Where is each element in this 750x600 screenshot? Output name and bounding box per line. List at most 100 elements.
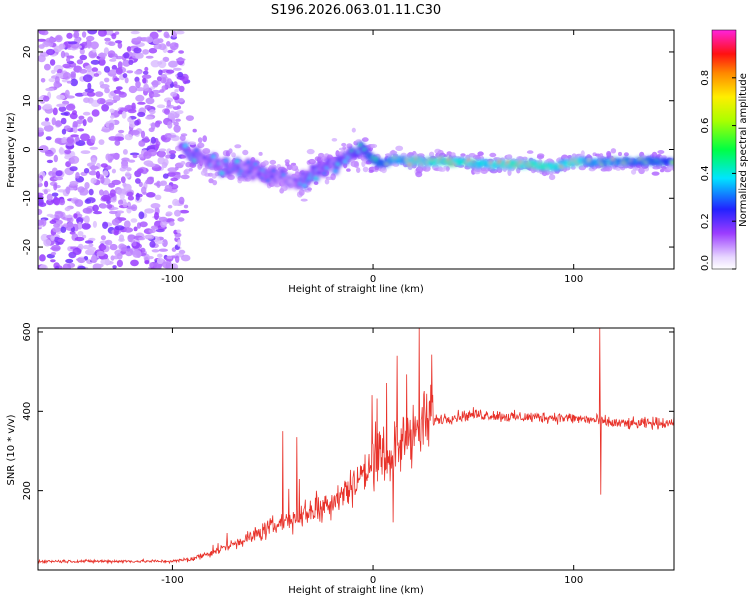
- halo-speck: [522, 156, 528, 161]
- noise-speck: [118, 129, 125, 134]
- noise-speck: [82, 207, 93, 214]
- noise-speck: [50, 251, 57, 256]
- noise-speck: [158, 43, 167, 51]
- halo-speck: [351, 127, 356, 133]
- noise-speck: [108, 210, 118, 215]
- noise-speck: [96, 250, 105, 257]
- noise-speck: [91, 109, 100, 117]
- noise-speck: [150, 122, 156, 130]
- noise-speck: [99, 203, 107, 209]
- noise-speck: [38, 177, 43, 184]
- halo-speck: [212, 180, 218, 186]
- spectrogram-y-label: Frequency (Hz): [6, 112, 17, 188]
- noise-speck: [166, 99, 171, 107]
- noise-speck: [91, 67, 99, 72]
- noise-speck: [167, 134, 177, 138]
- noise-speck: [154, 143, 160, 150]
- noise-speck: [72, 247, 82, 255]
- noise-speck: [175, 58, 186, 62]
- spectrogram-noise: [38, 30, 197, 269]
- halo-speck: [284, 159, 290, 164]
- noise-speck: [161, 85, 167, 91]
- noise-speck: [46, 193, 53, 201]
- noise-speck: [158, 60, 167, 69]
- noise-speck: [90, 164, 97, 172]
- noise-speck: [43, 189, 48, 195]
- noise-speck: [124, 133, 133, 141]
- noise-speck: [142, 191, 147, 195]
- snr-frame: [37, 327, 675, 571]
- noise-speck: [79, 48, 85, 55]
- noise-speck: [137, 101, 146, 105]
- noise-speck: [77, 186, 85, 193]
- noise-speck: [114, 225, 125, 231]
- noise-speck: [174, 89, 179, 93]
- noise-speck: [82, 111, 91, 116]
- noise-speck: [55, 170, 63, 177]
- halo-speck: [228, 148, 233, 154]
- snr-series-line: [38, 328, 674, 565]
- noise-speck: [157, 38, 164, 44]
- noise-speck: [84, 240, 94, 244]
- halo-speck: [346, 168, 351, 172]
- noise-speck: [53, 176, 64, 181]
- colorbar-tick-label: 0.0: [700, 255, 711, 271]
- noise-speck: [109, 108, 115, 114]
- noise-speck: [142, 77, 147, 84]
- noise-speck: [128, 159, 136, 163]
- noise-speck: [79, 54, 88, 61]
- noise-speck: [62, 63, 72, 69]
- ridge-core: [292, 177, 298, 182]
- halo-speck: [179, 135, 186, 141]
- noise-speck: [39, 264, 48, 269]
- noise-speck: [172, 198, 179, 206]
- noise-speck: [82, 74, 93, 83]
- noise-speck: [192, 128, 197, 133]
- noise-speck: [165, 69, 175, 74]
- noise-speck: [173, 124, 181, 133]
- noise-speck: [175, 255, 180, 263]
- snr-panel: -100 0 100 200 400 600 Height of straight lin…: [6, 322, 675, 596]
- noise-speck: [100, 163, 108, 168]
- noise-speck: [101, 104, 109, 112]
- halo-speck: [353, 161, 360, 168]
- noise-speck: [100, 176, 105, 184]
- noise-speck: [148, 229, 156, 234]
- noise-speck: [137, 111, 146, 117]
- colorbar-tick-label: 0.8: [700, 70, 711, 86]
- noise-speck: [166, 255, 173, 260]
- halo-speck: [291, 165, 299, 171]
- x-tick-label: 0: [370, 274, 376, 285]
- noise-speck: [158, 148, 167, 152]
- noise-speck: [183, 204, 189, 209]
- spectrogram-content: [38, 30, 674, 269]
- noise-speck: [76, 119, 84, 124]
- noise-speck: [170, 91, 178, 97]
- noise-speck: [62, 263, 72, 269]
- noise-speck: [75, 136, 80, 142]
- noise-speck: [139, 221, 148, 228]
- noise-speck: [130, 129, 140, 136]
- noise-speck: [64, 149, 72, 155]
- ridge-core: [321, 171, 327, 176]
- y-tick-label: -20: [22, 239, 33, 255]
- ridge-core: [223, 158, 229, 163]
- noise-speck: [135, 192, 140, 201]
- noise-speck: [138, 211, 145, 220]
- noise-speck: [53, 154, 58, 163]
- noise-speck: [60, 149, 65, 155]
- noise-speck: [162, 239, 168, 248]
- noise-speck: [86, 35, 95, 42]
- noise-speck: [50, 259, 56, 263]
- noise-speck: [69, 166, 78, 172]
- halo-speck: [180, 133, 188, 137]
- halo-speck: [294, 171, 300, 177]
- noise-speck: [60, 117, 67, 125]
- noise-speck: [54, 265, 60, 269]
- noise-speck: [60, 226, 67, 233]
- noise-speck: [177, 217, 185, 222]
- noise-speck: [100, 259, 111, 265]
- noise-speck: [40, 30, 49, 36]
- noise-speck: [92, 204, 99, 212]
- noise-speck: [146, 192, 156, 198]
